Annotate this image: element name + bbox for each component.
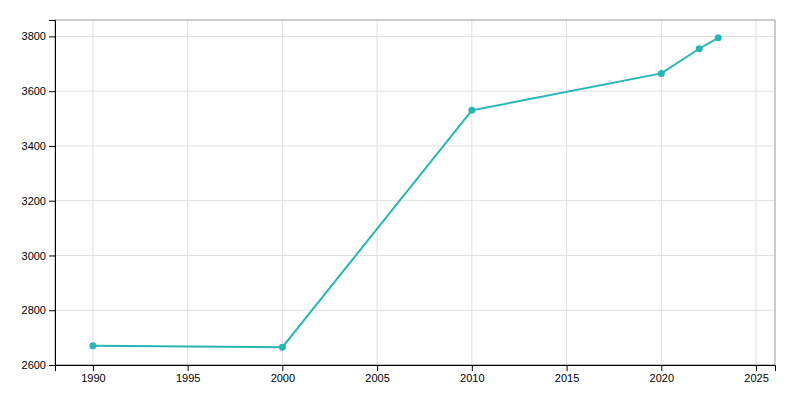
x-axis-tick-mark [661, 365, 662, 371]
grid-line-x [756, 20, 757, 365]
x-axis-tick-label: 2005 [365, 372, 389, 384]
x-axis-tick-label: 2015 [555, 372, 579, 384]
x-axis-tick-mark [188, 365, 189, 371]
data-point [89, 342, 96, 349]
y-axis-tick: 3600 [22, 85, 55, 97]
x-axis-tick-mark [282, 365, 283, 371]
y-axis-tick-mark [49, 201, 55, 202]
y-axis-domain [49, 21, 56, 366]
y-axis-tick-label: 2600 [22, 359, 46, 371]
grid-line-x [92, 20, 93, 365]
grid-line-y [55, 255, 775, 256]
y-axis-tick-label: 3800 [22, 30, 46, 42]
x-axis-tick: 2020 [650, 365, 674, 384]
x-axis-tick-mark [756, 365, 757, 371]
x-axis-tick: 2025 [744, 365, 768, 384]
y-axis-tick-mark [49, 310, 55, 311]
y-axis-tick: 3800 [22, 30, 55, 42]
grid-line-x [187, 20, 188, 365]
x-axis-tick: 1995 [176, 365, 200, 384]
y-axis-tick: 3000 [22, 249, 55, 261]
y-axis-tick-label: 2800 [22, 304, 46, 316]
data-point [468, 107, 475, 114]
x-axis-tick-mark [93, 365, 94, 371]
x-axis: 1990 1995 2000 2005 2010 2015 2020 2025 [56, 365, 776, 384]
y-axis-tick-label: 3600 [22, 85, 46, 97]
y-axis-tick: 3400 [22, 140, 55, 152]
y-axis-tick-mark [49, 146, 55, 147]
x-axis-tick: 2010 [460, 365, 484, 384]
x-axis-tick-label: 1990 [81, 372, 105, 384]
data-point [696, 45, 703, 52]
grid-line-x [377, 20, 378, 365]
y-axis-tick: 2800 [22, 304, 55, 316]
grid [55, 20, 775, 365]
data-point [658, 70, 665, 77]
x-axis-tick-label: 2025 [744, 372, 768, 384]
x-axis-tick: 2005 [365, 365, 389, 384]
x-axis-tick-label: 1995 [176, 372, 200, 384]
y-axis-tick-mark [49, 36, 55, 37]
y-axis-tick: 3200 [22, 195, 55, 207]
x-axis-domain [56, 366, 776, 372]
x-axis-tick-label: 2010 [460, 372, 484, 384]
grid-line-y [55, 145, 775, 146]
x-axis-tick-mark [472, 365, 473, 371]
y-axis-tick-label: 3000 [22, 249, 46, 261]
data-point [715, 34, 722, 41]
grid-line-y [55, 310, 775, 311]
x-axis-tick: 1990 [81, 365, 105, 384]
x-axis-tick-mark [377, 365, 378, 371]
grid-line-x [282, 20, 283, 365]
x-axis-tick-label: 2020 [650, 372, 674, 384]
x-axis-tick: 2015 [555, 365, 579, 384]
data-point [279, 344, 286, 351]
plot-area: 1990 1995 2000 2005 2010 2015 2020 2025 2600 2800… [22, 20, 776, 384]
data-line [93, 38, 718, 347]
chart-svg: 1990 1995 2000 2005 2010 2015 2020 2025 2600 2800… [0, 0, 800, 400]
x-axis-tick-label: 2000 [271, 372, 295, 384]
x-axis-tick-mark [567, 365, 568, 371]
y-axis-tick-label: 3200 [22, 195, 46, 207]
y-axis-tick-mark [49, 255, 55, 256]
grid-line-x [471, 20, 472, 365]
y-axis-tick-mark [49, 91, 55, 92]
grid-line-y [55, 36, 775, 37]
y-axis-tick-mark [49, 365, 55, 366]
plot-frame [55, 20, 775, 365]
grid-line-y [55, 91, 775, 92]
grid-line-x [566, 20, 567, 365]
y-axis: 2600 2800 3000 3200 3400 3600 3800 [22, 21, 56, 372]
series [89, 34, 721, 350]
x-axis-tick: 2000 [271, 365, 295, 384]
grid-line-y [55, 200, 775, 201]
y-axis-tick-label: 3400 [22, 140, 46, 152]
y-axis-tick: 2600 [22, 359, 55, 371]
